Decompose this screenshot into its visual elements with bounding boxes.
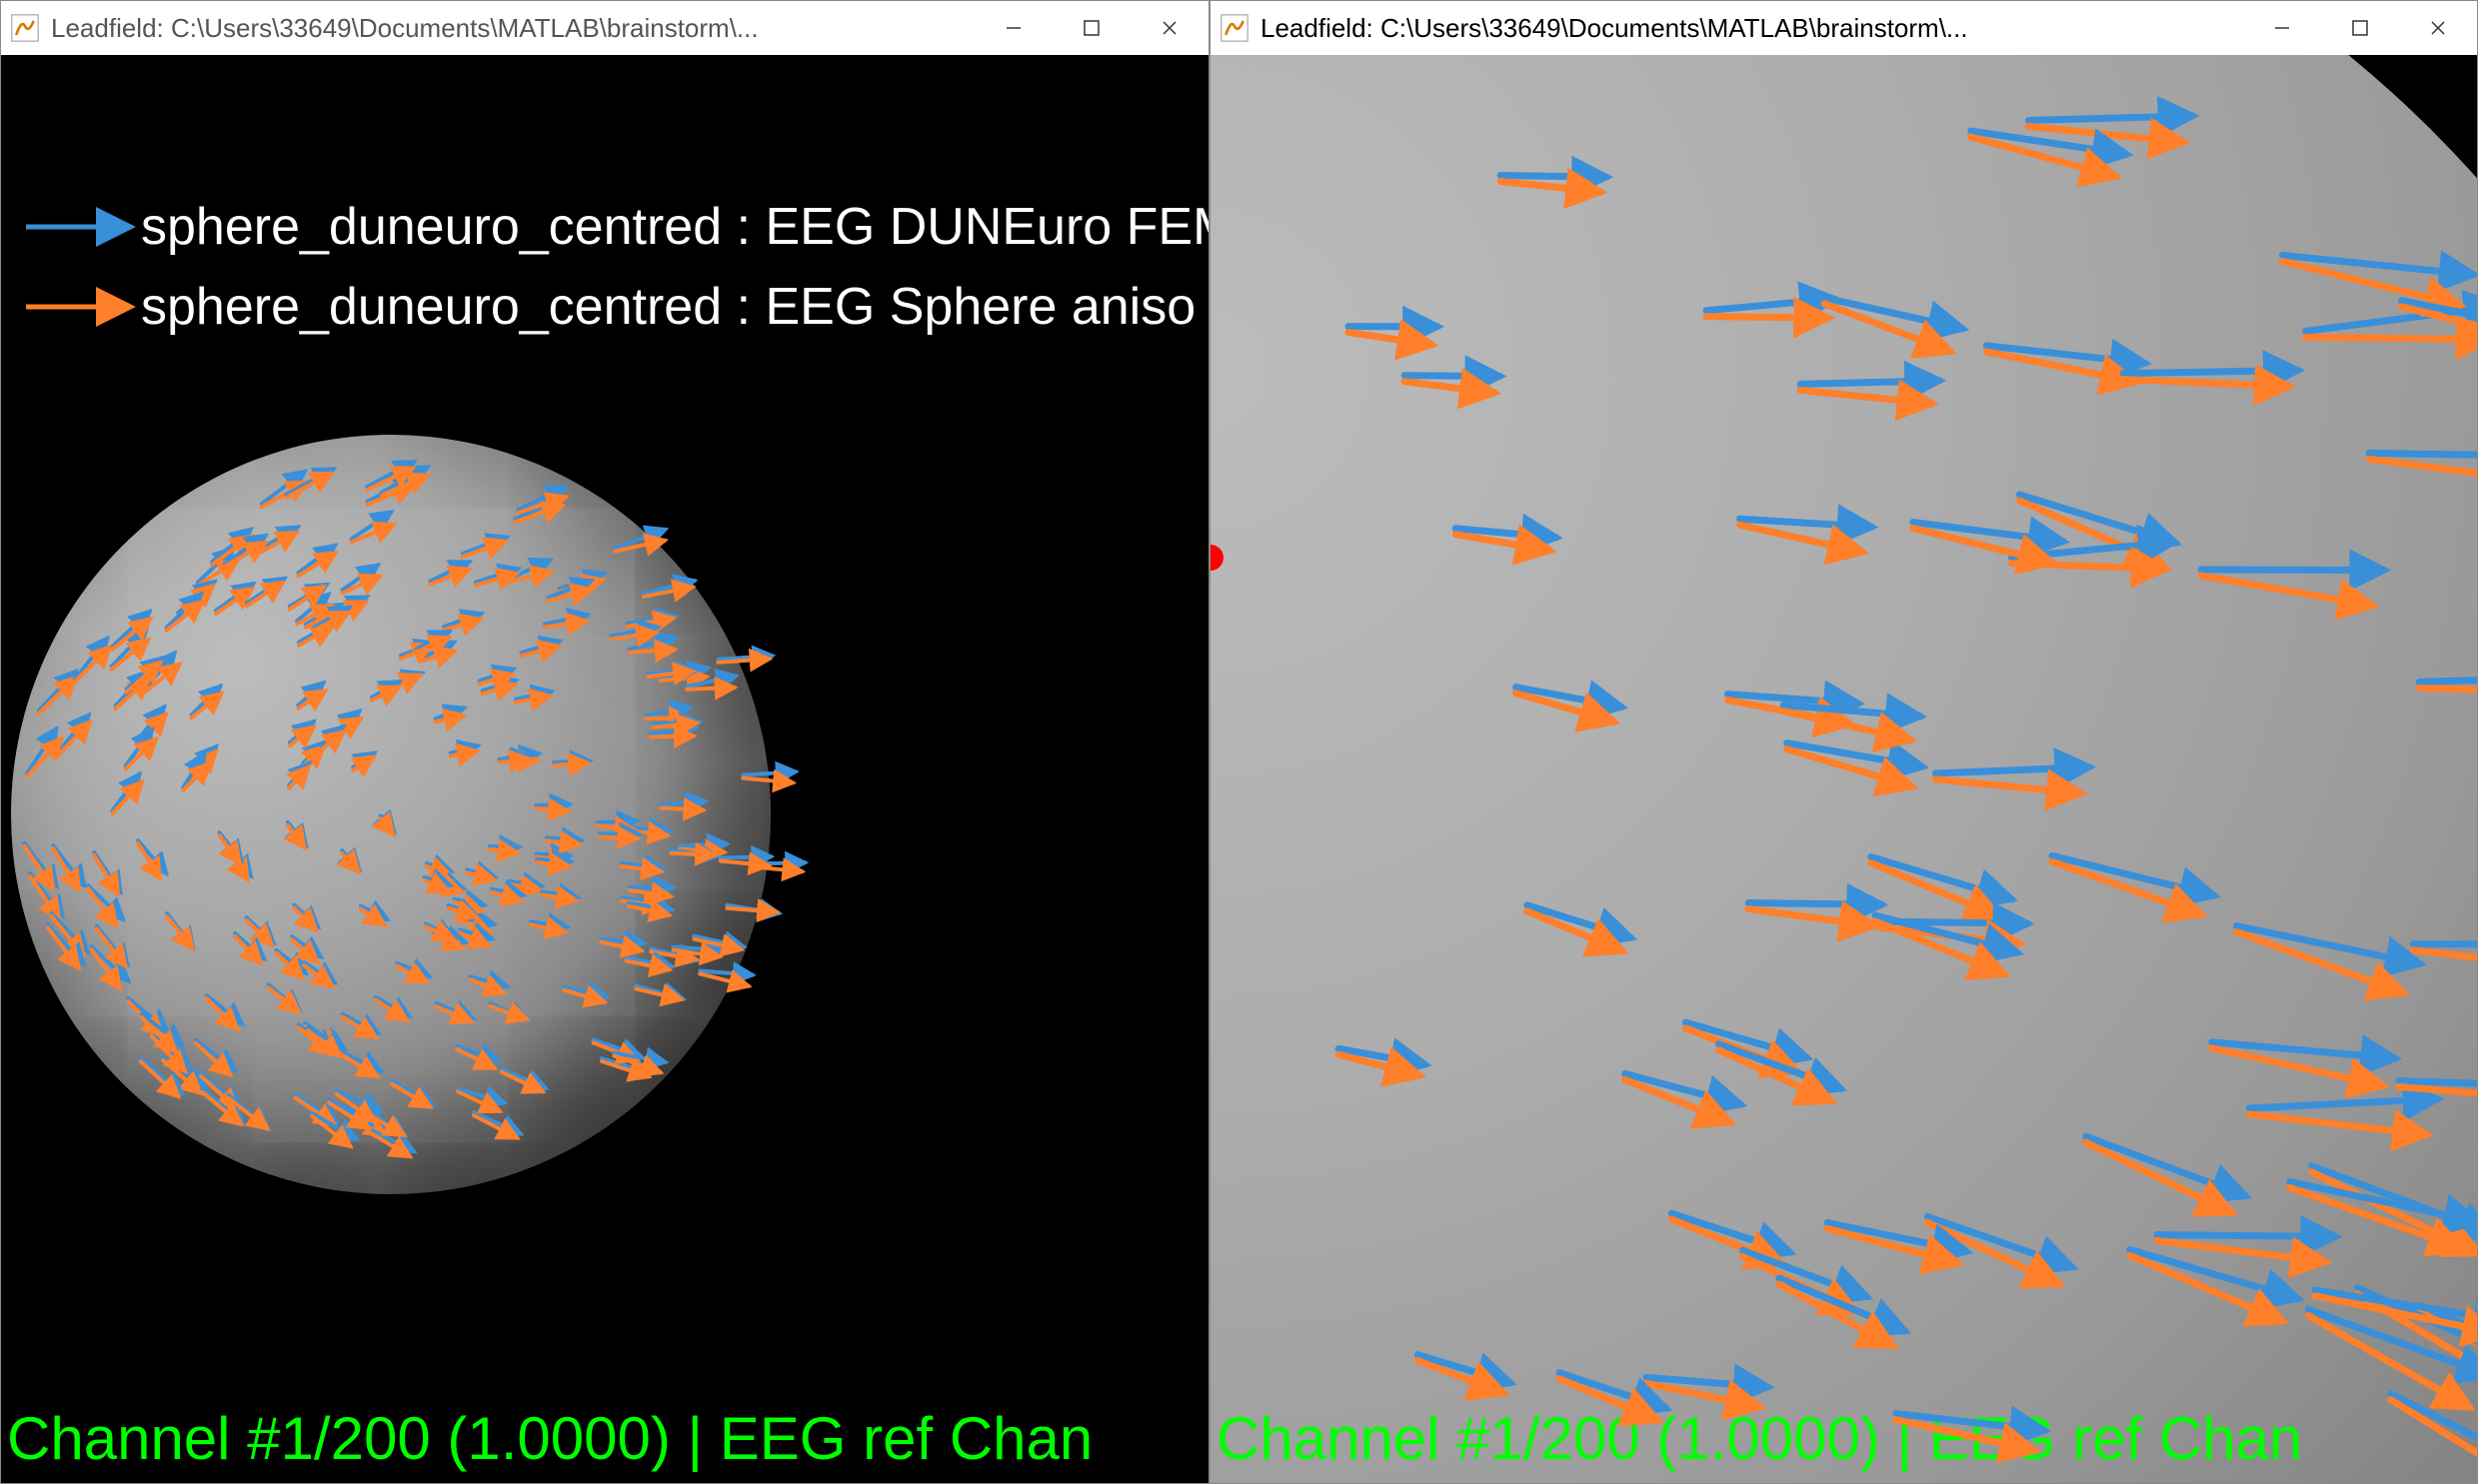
legend-arrow-icon bbox=[21, 287, 141, 327]
close-button[interactable] bbox=[2399, 1, 2477, 55]
legend-arrow-icon bbox=[21, 207, 141, 247]
close-button[interactable] bbox=[1131, 1, 1209, 55]
maximize-button[interactable] bbox=[1053, 1, 1131, 55]
legend-item-2: sphere_duneuro_centred : EEG Sphere anis… bbox=[21, 267, 1209, 347]
legend-label: sphere_duneuro_centred : EEG DUNEuro FEM… bbox=[141, 197, 1209, 257]
status-text: Channel #1/200 (1.0000) | EEG ref Chan bbox=[7, 1404, 1093, 1473]
sphere-surface bbox=[1211, 55, 2477, 1483]
window-title: Leadfield: C:\Users\33649\Documents\MATL… bbox=[1260, 13, 2243, 44]
figure-canvas-left[interactable]: sphere_duneuro_centred : EEG DUNEuro FEM… bbox=[1, 55, 1209, 1483]
titlebar[interactable]: Leadfield: C:\Users\33649\Documents\MATL… bbox=[1, 1, 1209, 55]
legend: sphere_duneuro_centred : EEG DUNEuro FEM… bbox=[21, 187, 1209, 347]
sphere-surface bbox=[11, 435, 771, 1194]
window-leadfield-right: Leadfield: C:\Users\33649\Documents\MATL… bbox=[1210, 0, 2478, 1484]
titlebar[interactable]: Leadfield: C:\Users\33649\Documents\MATL… bbox=[1211, 1, 2477, 55]
matlab-figure-icon bbox=[11, 14, 39, 42]
maximize-button[interactable] bbox=[2321, 1, 2399, 55]
legend-label: sphere_duneuro_centred : EEG Sphere anis… bbox=[141, 277, 1209, 337]
minimize-button[interactable] bbox=[975, 1, 1053, 55]
legend-item-1: sphere_duneuro_centred : EEG DUNEuro FEM… bbox=[21, 187, 1209, 267]
figure-canvas-right[interactable]: Channel #1/200 (1.0000) | EEG ref Chan bbox=[1211, 55, 2477, 1483]
minimize-button[interactable] bbox=[2243, 1, 2321, 55]
matlab-figure-icon bbox=[1221, 14, 1248, 42]
window-leadfield-left: Leadfield: C:\Users\33649\Documents\MATL… bbox=[0, 0, 1210, 1484]
desktop: Leadfield: C:\Users\33649\Documents\MATL… bbox=[0, 0, 2478, 1484]
window-title: Leadfield: C:\Users\33649\Documents\MATL… bbox=[51, 13, 975, 44]
